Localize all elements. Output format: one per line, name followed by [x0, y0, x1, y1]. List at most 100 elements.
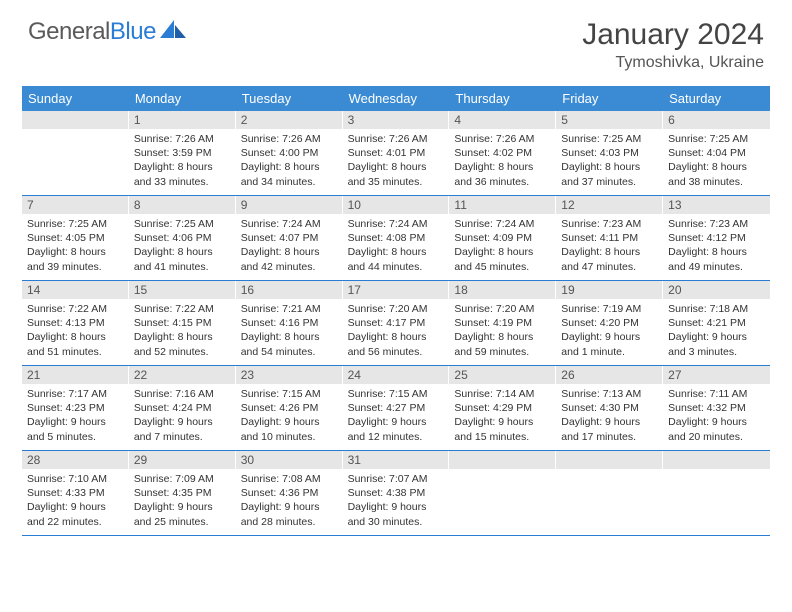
sunset-text: Sunset: 4:32 PM: [668, 401, 765, 415]
sunset-text: Sunset: 4:21 PM: [668, 316, 765, 330]
sunrise-text: Sunrise: 7:18 AM: [668, 302, 765, 316]
sunrise-text: Sunrise: 7:26 AM: [241, 132, 338, 146]
daylight1-text: Daylight: 8 hours: [348, 245, 445, 259]
sunset-text: Sunset: 4:33 PM: [27, 486, 124, 500]
daylight2-text: and 10 minutes.: [241, 430, 338, 444]
day-number: 21: [22, 366, 129, 384]
daylight2-text: and 15 minutes.: [454, 430, 551, 444]
calendar-cell: 15Sunrise: 7:22 AMSunset: 4:15 PMDayligh…: [129, 281, 236, 365]
title-block: January 2024 Tymoshivka, Ukraine: [582, 18, 764, 72]
calendar-cell: 22Sunrise: 7:16 AMSunset: 4:24 PMDayligh…: [129, 366, 236, 450]
calendar-cell: 28Sunrise: 7:10 AMSunset: 4:33 PMDayligh…: [22, 451, 129, 535]
day-number: 29: [129, 451, 236, 469]
sunset-text: Sunset: 4:12 PM: [668, 231, 765, 245]
day-header-wed: Wednesday: [343, 86, 450, 111]
day-number: 20: [663, 281, 770, 299]
day-number: 3: [343, 111, 450, 129]
sunrise-text: Sunrise: 7:09 AM: [134, 472, 231, 486]
day-number: 1: [129, 111, 236, 129]
sunrise-text: Sunrise: 7:24 AM: [454, 217, 551, 231]
daylight1-text: Daylight: 9 hours: [348, 500, 445, 514]
sunset-text: Sunset: 4:24 PM: [134, 401, 231, 415]
calendar-cell: 26Sunrise: 7:13 AMSunset: 4:30 PMDayligh…: [556, 366, 663, 450]
cell-content: Sunrise: 7:23 AMSunset: 4:12 PMDaylight:…: [663, 214, 770, 274]
daylight2-text: and 36 minutes.: [454, 175, 551, 189]
calendar-cell: 14Sunrise: 7:22 AMSunset: 4:13 PMDayligh…: [22, 281, 129, 365]
daylight2-text: and 42 minutes.: [241, 260, 338, 274]
week-row: 1Sunrise: 7:26 AMSunset: 3:59 PMDaylight…: [22, 111, 770, 196]
daylight1-text: Daylight: 9 hours: [134, 500, 231, 514]
calendar-cell: 4Sunrise: 7:26 AMSunset: 4:02 PMDaylight…: [449, 111, 556, 195]
cell-content: Sunrise: 7:24 AMSunset: 4:07 PMDaylight:…: [236, 214, 343, 274]
sunrise-text: Sunrise: 7:15 AM: [348, 387, 445, 401]
daylight1-text: Daylight: 8 hours: [134, 245, 231, 259]
brand-name: GeneralBlue: [28, 18, 156, 46]
calendar-cell: [663, 451, 770, 535]
daylight2-text: and 17 minutes.: [561, 430, 658, 444]
day-header-tue: Tuesday: [236, 86, 343, 111]
day-number: 30: [236, 451, 343, 469]
calendar-cell: 29Sunrise: 7:09 AMSunset: 4:35 PMDayligh…: [129, 451, 236, 535]
sunset-text: Sunset: 4:17 PM: [348, 316, 445, 330]
cell-content: Sunrise: 7:25 AMSunset: 4:04 PMDaylight:…: [663, 129, 770, 189]
sunrise-text: Sunrise: 7:25 AM: [561, 132, 658, 146]
calendar: Sunday Monday Tuesday Wednesday Thursday…: [22, 86, 770, 536]
day-number: 5: [556, 111, 663, 129]
sunrise-text: Sunrise: 7:26 AM: [134, 132, 231, 146]
calendar-cell: [22, 111, 129, 195]
cell-content: Sunrise: 7:20 AMSunset: 4:19 PMDaylight:…: [449, 299, 556, 359]
daylight2-text: and 59 minutes.: [454, 345, 551, 359]
calendar-cell: 23Sunrise: 7:15 AMSunset: 4:26 PMDayligh…: [236, 366, 343, 450]
cell-content: Sunrise: 7:25 AMSunset: 4:05 PMDaylight:…: [22, 214, 129, 274]
daylight2-text: and 49 minutes.: [668, 260, 765, 274]
cell-content: Sunrise: 7:26 AMSunset: 4:00 PMDaylight:…: [236, 129, 343, 189]
daylight2-text: and 1 minute.: [561, 345, 658, 359]
sunrise-text: Sunrise: 7:19 AM: [561, 302, 658, 316]
sunrise-text: Sunrise: 7:24 AM: [348, 217, 445, 231]
daylight2-text: and 56 minutes.: [348, 345, 445, 359]
daylight1-text: Daylight: 9 hours: [134, 415, 231, 429]
sunset-text: Sunset: 4:03 PM: [561, 146, 658, 160]
sunrise-text: Sunrise: 7:25 AM: [668, 132, 765, 146]
sunset-text: Sunset: 4:23 PM: [27, 401, 124, 415]
calendar-cell: 10Sunrise: 7:24 AMSunset: 4:08 PMDayligh…: [343, 196, 450, 280]
cell-content: Sunrise: 7:26 AMSunset: 4:01 PMDaylight:…: [343, 129, 450, 189]
calendar-cell: 12Sunrise: 7:23 AMSunset: 4:11 PMDayligh…: [556, 196, 663, 280]
calendar-cell: 19Sunrise: 7:19 AMSunset: 4:20 PMDayligh…: [556, 281, 663, 365]
daylight2-text: and 12 minutes.: [348, 430, 445, 444]
daylight2-text: and 25 minutes.: [134, 515, 231, 529]
daylight2-text: and 35 minutes.: [348, 175, 445, 189]
day-number: 16: [236, 281, 343, 299]
cell-content: Sunrise: 7:18 AMSunset: 4:21 PMDaylight:…: [663, 299, 770, 359]
cell-content: Sunrise: 7:26 AMSunset: 4:02 PMDaylight:…: [449, 129, 556, 189]
daylight2-text: and 52 minutes.: [134, 345, 231, 359]
day-header-sun: Sunday: [22, 86, 129, 111]
cell-content: Sunrise: 7:25 AMSunset: 4:06 PMDaylight:…: [129, 214, 236, 274]
day-number: 11: [449, 196, 556, 214]
weeks-container: 1Sunrise: 7:26 AMSunset: 3:59 PMDaylight…: [22, 111, 770, 536]
daylight2-text: and 34 minutes.: [241, 175, 338, 189]
sunrise-text: Sunrise: 7:16 AM: [134, 387, 231, 401]
daylight1-text: Daylight: 9 hours: [561, 330, 658, 344]
daylight1-text: Daylight: 8 hours: [454, 245, 551, 259]
sunset-text: Sunset: 4:13 PM: [27, 316, 124, 330]
cell-content: Sunrise: 7:24 AMSunset: 4:09 PMDaylight:…: [449, 214, 556, 274]
header: GeneralBlue January 2024 Tymoshivka, Ukr…: [0, 0, 792, 80]
sunset-text: Sunset: 4:26 PM: [241, 401, 338, 415]
calendar-cell: [556, 451, 663, 535]
daylight2-text: and 3 minutes.: [668, 345, 765, 359]
daylight1-text: Daylight: 9 hours: [27, 415, 124, 429]
month-title: January 2024: [582, 18, 764, 52]
calendar-cell: 2Sunrise: 7:26 AMSunset: 4:00 PMDaylight…: [236, 111, 343, 195]
daylight2-text: and 33 minutes.: [134, 175, 231, 189]
day-header-fri: Friday: [556, 86, 663, 111]
sunset-text: Sunset: 4:36 PM: [241, 486, 338, 500]
daylight1-text: Daylight: 9 hours: [668, 415, 765, 429]
daylight2-text: and 37 minutes.: [561, 175, 658, 189]
week-row: 14Sunrise: 7:22 AMSunset: 4:13 PMDayligh…: [22, 281, 770, 366]
daylight2-text: and 5 minutes.: [27, 430, 124, 444]
daylight1-text: Daylight: 8 hours: [241, 330, 338, 344]
calendar-cell: 24Sunrise: 7:15 AMSunset: 4:27 PMDayligh…: [343, 366, 450, 450]
day-number: 15: [129, 281, 236, 299]
brand-name-blue: Blue: [110, 18, 156, 45]
